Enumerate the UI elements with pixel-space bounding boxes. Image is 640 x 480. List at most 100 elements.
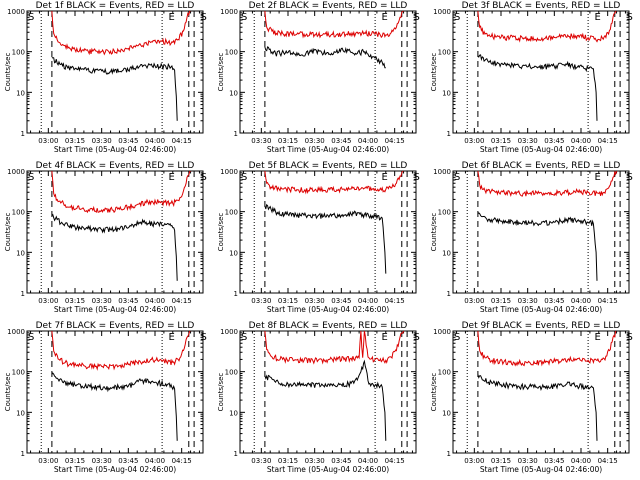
axes-frame <box>452 170 630 294</box>
x-tick-label: 03:30 <box>251 297 271 305</box>
y-tick-label: 100 <box>12 209 25 217</box>
x-tick-label: 03:45 <box>118 297 138 305</box>
x-tick-label: 03:30 <box>251 137 271 145</box>
x-axis-label: Start Time (05-Aug-04 02:46:00) <box>54 305 176 314</box>
panel-title: Det 6f BLACK = Events, RED = LLD <box>462 161 621 171</box>
x-tick-label: 03:00 <box>38 457 58 465</box>
y-tick-label: 1 <box>21 290 25 298</box>
event-marker-label: E <box>594 12 600 23</box>
events-series-line <box>51 213 178 281</box>
event-marker-label: E <box>381 172 387 183</box>
x-tick-label: 04:00 <box>145 137 165 145</box>
y-tick-label: 10 <box>229 409 238 417</box>
x-tick-label: 03:45 <box>544 457 564 465</box>
y-tick-label: 10 <box>16 89 25 97</box>
x-tick-label: 03:45 <box>544 137 564 145</box>
event-marker-label: E <box>168 172 174 183</box>
y-axis-label: Counts/sec <box>4 53 12 92</box>
event-marker-label: E <box>594 332 600 343</box>
events-series-line <box>264 203 387 274</box>
axes-frame <box>26 170 204 294</box>
x-axis-label: Start Time (05-Aug-04 02:46:00) <box>267 305 389 314</box>
events-series-line <box>477 212 598 281</box>
y-tick-label: 10 <box>442 89 451 97</box>
panel-title: Det 8f BLACK = Events, RED = LLD <box>249 321 408 331</box>
x-tick-label: 04:15 <box>385 297 405 305</box>
x-tick-label: 03:30 <box>92 137 112 145</box>
x-tick-label: 04:15 <box>172 457 192 465</box>
y-tick-label: 100 <box>12 369 25 377</box>
y-tick-label: 1000 <box>7 168 25 176</box>
y-tick-label: 1 <box>447 130 451 138</box>
y-axis-label: Counts/sec <box>217 373 225 412</box>
x-tick-label: 03:15 <box>278 457 298 465</box>
x-tick-label: 04:15 <box>172 137 192 145</box>
x-tick-label: 03:45 <box>118 137 138 145</box>
lld-series-line <box>51 331 191 371</box>
events-series-line <box>264 46 386 69</box>
x-tick-label: 03:45 <box>331 297 351 305</box>
x-tick-label: 03:00 <box>38 137 58 145</box>
y-tick-label: 1 <box>447 290 451 298</box>
y-tick-label: 10 <box>16 409 25 417</box>
y-axis-label: Counts/sec <box>4 213 12 252</box>
panel-title: Det 2f BLACK = Events, RED = LLD <box>249 1 408 11</box>
y-tick-label: 1 <box>234 130 238 138</box>
x-axis-label: Start Time (05-Aug-04 02:46:00) <box>480 465 602 474</box>
event-marker-label: S <box>28 332 34 343</box>
event-marker-label: E <box>168 332 174 343</box>
x-tick-label: 04:15 <box>385 457 405 465</box>
x-tick-label: 04:00 <box>571 137 591 145</box>
panel-title: Det 4f BLACK = Events, RED = LLD <box>36 161 195 171</box>
panel-title: Det 5f BLACK = Events, RED = LLD <box>249 161 408 171</box>
y-tick-label: 10 <box>16 249 25 257</box>
y-tick-label: 100 <box>438 369 451 377</box>
x-tick-label: 03:15 <box>491 137 511 145</box>
x-tick-label: 03:30 <box>92 297 112 305</box>
lld-series-line <box>477 331 617 367</box>
x-tick-label: 03:00 <box>464 457 484 465</box>
x-axis-label: Start Time (05-Aug-04 02:46:00) <box>267 145 389 154</box>
event-marker-label: S <box>200 172 206 183</box>
panel-8: Det 8f BLACK = Events, RED = LLD Counts/s… <box>217 321 420 474</box>
x-axis-label: Start Time (05-Aug-04 02:46:00) <box>54 145 176 154</box>
panel-2: Det 2f BLACK = Events, RED = LLD Counts/s… <box>217 1 420 154</box>
y-tick-label: 100 <box>225 49 238 57</box>
y-tick-label: 10 <box>442 409 451 417</box>
y-tick-label: 10 <box>229 89 238 97</box>
x-tick-label: 03:30 <box>251 457 271 465</box>
panel-4: Det 4f BLACK = Events, RED = LLD Counts/s… <box>4 161 207 314</box>
axes-frame <box>239 330 417 454</box>
events-series-line <box>264 359 387 441</box>
y-tick-label: 1000 <box>7 328 25 336</box>
y-tick-label: 100 <box>438 49 451 57</box>
x-tick-label: 03:15 <box>278 137 298 145</box>
x-tick-label: 03:15 <box>65 297 85 305</box>
x-tick-label: 04:15 <box>598 137 618 145</box>
panel-title: Det 1f BLACK = Events, RED = LLD <box>36 1 195 11</box>
x-axis-label: Start Time (05-Aug-04 02:46:00) <box>267 465 389 474</box>
y-tick-label: 1000 <box>220 328 238 336</box>
y-tick-label: 100 <box>12 49 25 57</box>
x-tick-label: 04:15 <box>172 297 192 305</box>
x-axis-label: Start Time (05-Aug-04 02:46:00) <box>480 305 602 314</box>
x-axis-label: Start Time (05-Aug-04 02:46:00) <box>54 465 176 474</box>
panel-6: Det 6f BLACK = Events, RED = LLD Counts/s… <box>430 161 633 314</box>
axes-frame <box>26 330 204 454</box>
lld-series-line <box>264 11 404 39</box>
panel-9: Det 9f BLACK = Events, RED = LLD Counts/s… <box>430 321 633 474</box>
axes-frame <box>452 10 630 134</box>
panel-5: Det 5f BLACK = Events, RED = LLD Counts/s… <box>217 161 420 314</box>
y-tick-label: 1 <box>234 290 238 298</box>
axes-frame <box>452 330 630 454</box>
x-tick-label: 03:30 <box>518 457 538 465</box>
x-tick-label: 03:00 <box>38 297 58 305</box>
event-marker-label: S <box>28 12 34 23</box>
x-tick-label: 03:15 <box>278 297 298 305</box>
event-marker-label: S <box>454 172 460 183</box>
panel-3: Det 3f BLACK = Events, RED = LLD Counts/s… <box>430 1 633 154</box>
lld-series-line <box>264 171 404 195</box>
event-marker-label: E <box>168 12 174 23</box>
axes-frame <box>26 10 204 134</box>
event-marker-label: S <box>28 172 34 183</box>
